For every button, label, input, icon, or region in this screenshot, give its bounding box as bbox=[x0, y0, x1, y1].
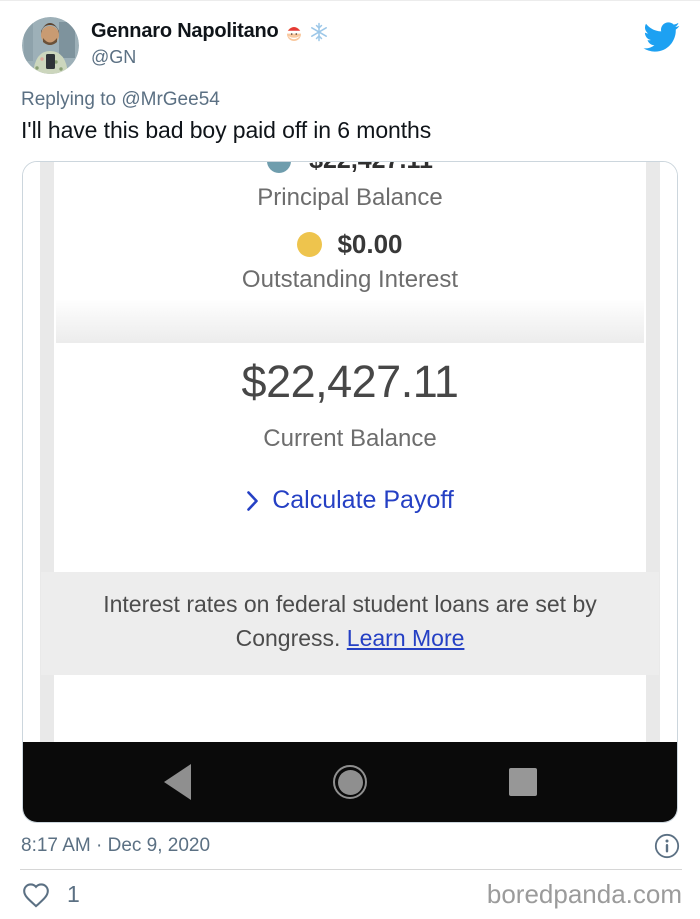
author-block: Gennaro Napolitano bbox=[91, 17, 329, 68]
timestamp-row: 8:17 AM · Dec 9, 2020 bbox=[21, 833, 680, 859]
chevron-right-icon bbox=[247, 490, 259, 511]
interest-dot-icon bbox=[297, 232, 323, 257]
watermark: boredpanda.com bbox=[486, 879, 682, 909]
android-nav-bar bbox=[23, 742, 677, 822]
learn-more-link[interactable]: Learn More bbox=[346, 625, 465, 651]
notice-line2-prefix: Congress. bbox=[235, 625, 347, 651]
calculate-payoff-link[interactable]: Calculate Payoff bbox=[23, 486, 677, 515]
avatar-photo bbox=[22, 17, 79, 74]
current-balance-amount: $22,427.11 bbox=[241, 356, 459, 407]
replying-to[interactable]: Replying to @MrGee54 bbox=[21, 89, 220, 110]
current-balance-label: Current Balance bbox=[263, 425, 437, 452]
author-name[interactable]: Gennaro Napolitano bbox=[91, 20, 279, 42]
principal-label: Principal Balance bbox=[257, 184, 443, 211]
divider bbox=[20, 869, 682, 870]
calculate-payoff-label: Calculate Payoff bbox=[272, 486, 454, 514]
principal-amount: $22,427.11 bbox=[309, 162, 433, 175]
principal-dot-icon bbox=[267, 162, 292, 173]
twitter-bird-glyph bbox=[643, 22, 680, 52]
recents-icon[interactable] bbox=[505, 764, 541, 800]
notice-line1: Interest rates on federal student loans … bbox=[103, 591, 597, 617]
tweet-text: I'll have this bad boy paid off in 6 mon… bbox=[21, 117, 432, 143]
tweet-header: Gennaro Napolitano bbox=[0, 1, 700, 74]
recents-square bbox=[509, 768, 537, 796]
loan-app-screen: $22,427.11 Principal Balance $0.00 Outst… bbox=[23, 162, 677, 744]
back-triangle bbox=[163, 764, 191, 800]
interest-rates-notice: Interest rates on federal student loans … bbox=[41, 572, 659, 675]
interest-amount: $0.00 bbox=[337, 229, 403, 259]
home-fill bbox=[337, 769, 363, 795]
like-button[interactable]: 1 bbox=[21, 881, 80, 909]
home-ring bbox=[333, 765, 367, 799]
snowflake-emoji bbox=[310, 22, 327, 41]
home-icon[interactable] bbox=[332, 764, 368, 800]
embedded-loan-screenshot[interactable]: $22,427.11 Principal Balance $0.00 Outst… bbox=[22, 161, 678, 823]
twitter-bird-icon[interactable] bbox=[642, 21, 680, 58]
scroll-shadow-band bbox=[56, 300, 644, 343]
heart-icon bbox=[23, 882, 49, 907]
like-count: 1 bbox=[67, 881, 80, 907]
interest-label: Outstanding Interest bbox=[241, 266, 459, 293]
author-handle[interactable]: @GN bbox=[91, 47, 137, 67]
outstanding-interest-row: $0.00 bbox=[23, 229, 677, 260]
tweet-footer: 1 boredpanda.com bbox=[21, 879, 682, 910]
avatar[interactable] bbox=[22, 17, 79, 74]
author-line: Gennaro Napolitano bbox=[91, 20, 329, 43]
santa-claus-emoji bbox=[285, 25, 303, 41]
back-icon[interactable] bbox=[159, 764, 195, 800]
timestamp[interactable]: 8:17 AM · Dec 9, 2020 bbox=[21, 835, 211, 856]
info-icon[interactable] bbox=[654, 833, 680, 859]
principal-balance-row: $22,427.11 bbox=[23, 162, 677, 175]
